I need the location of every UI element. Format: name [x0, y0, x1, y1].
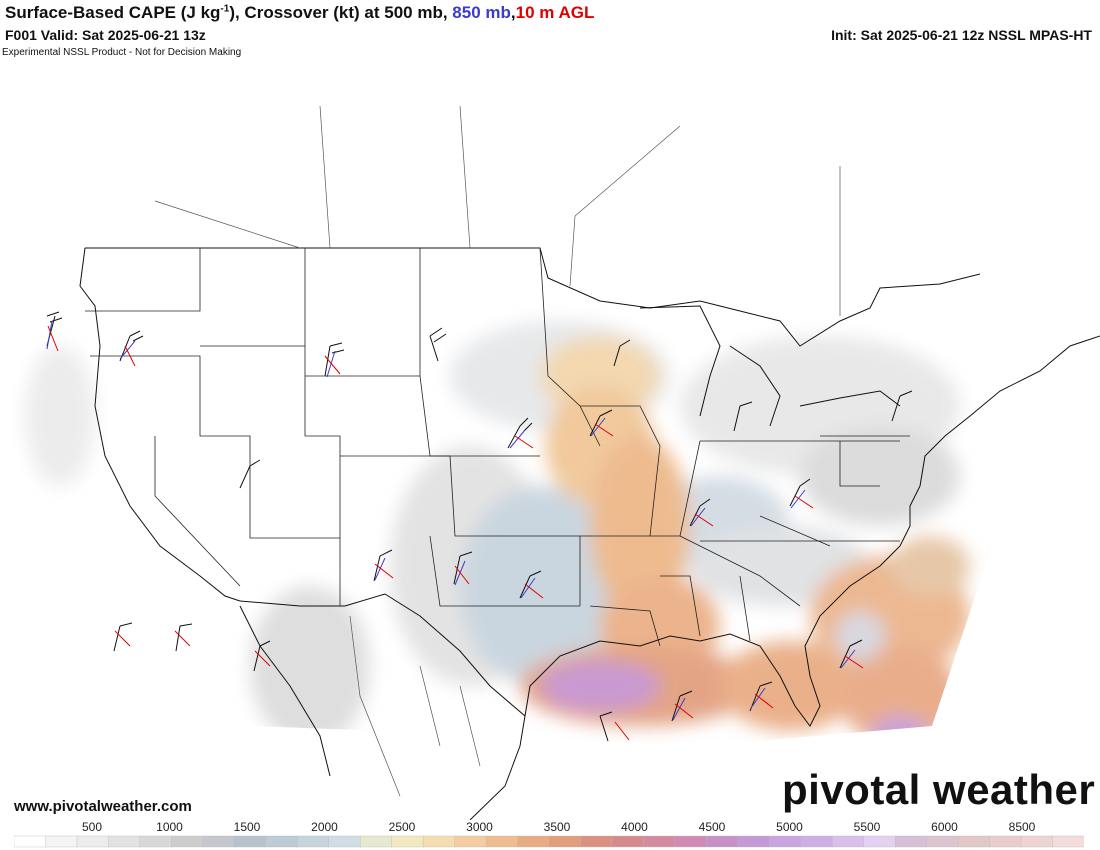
colorbar-tick-label: 4000 [621, 820, 648, 834]
mexico-coast [239, 605, 526, 820]
colorbar-tick-label: 4500 [699, 820, 726, 834]
colorbar-swatch [108, 835, 141, 848]
colorbar-tick-label: 2500 [389, 820, 416, 834]
colorbar-swatch [674, 835, 708, 848]
cape-shading [25, 321, 970, 746]
state-lines [85, 247, 910, 647]
colorbar-tick-label: 2000 [311, 820, 338, 834]
colorbar-swatch [139, 835, 173, 848]
colorbar-swatch [737, 835, 770, 848]
website-url: www.pivotalweather.com [14, 798, 192, 815]
title-10m-label: 10 m AGL [515, 3, 595, 22]
colorbar-tick-label: 3500 [544, 820, 571, 834]
colorbar-swatch [1020, 835, 1054, 848]
colorbar-swatch [234, 835, 267, 848]
colorbar-swatch [265, 835, 298, 848]
wind-barbs-500mb [46, 311, 913, 742]
canada-mexico-lines [154, 105, 841, 797]
map-title: Surface-Based CAPE (J kg-1), Crossover (… [5, 3, 595, 22]
colorbar-swatch [863, 835, 896, 848]
colorbar-swatch [580, 835, 613, 848]
geographic-boundaries [79, 247, 1100, 820]
colorbar-swatches [14, 835, 1084, 848]
colorbar-swatch [643, 835, 676, 848]
colorbar-swatch [548, 835, 582, 848]
colorbar-tick-label: 6000 [931, 820, 958, 834]
colorbar-swatch [359, 835, 393, 848]
colorbar-swatch [1052, 835, 1084, 848]
colorbar-tick-label: 1000 [156, 820, 183, 834]
colorbar-swatch [769, 835, 802, 848]
colorbar-tick-label: 5000 [776, 820, 803, 834]
cape-colorbar: 500 1000 1500 2000 2500 3000 3500 4000 4500 5000 5… [14, 820, 1084, 848]
colorbar-swatch [391, 835, 424, 848]
us-mexico-border [239, 593, 526, 717]
great-lakes [639, 305, 901, 427]
title-850mb-label: 850 mb [452, 3, 511, 22]
east-coast [919, 335, 1100, 487]
header: Surface-Based CAPE (J kg-1), Crossover (… [0, 0, 1100, 47]
colorbar-swatch [517, 835, 550, 848]
wind-barbs-10m [47, 325, 864, 741]
colorbar-swatch [611, 835, 645, 848]
colorbar-tick-label: 1500 [234, 820, 261, 834]
colorbar-swatch [328, 835, 361, 848]
colorbar-swatch [422, 835, 456, 848]
colorbar-swatch [894, 835, 928, 848]
colorbar-swatch [706, 835, 739, 848]
valid-time: F001 Valid: Sat 2025-06-21 13z [5, 27, 206, 43]
colorbar-swatch [171, 835, 204, 848]
init-time: Init: Sat 2025-06-21 12z NSSL MPAS-HT [831, 27, 1092, 43]
colorbar-swatch [957, 835, 991, 848]
canada-us-border [85, 247, 981, 347]
colorbar-tick-label: 3000 [466, 820, 493, 834]
colorbar-swatch [76, 835, 110, 848]
colorbar-tick-label: 8500 [1009, 820, 1036, 834]
colorbar-tick-label: 500 [82, 820, 102, 834]
colorbar-swatch [926, 835, 959, 848]
colorbar-swatch [989, 835, 1022, 848]
gulf-coast [524, 485, 921, 727]
colorbar-swatch [202, 835, 235, 848]
disclaimer: Experimental NSSL Product - Not for Deci… [2, 47, 242, 58]
colorbar-swatch [14, 835, 47, 848]
colorbar-swatch [832, 835, 865, 848]
forecast-map [25, 105, 1100, 820]
pivotal-weather-logo: pivotal weather [782, 766, 1096, 813]
us-west-coast [79, 247, 241, 602]
colorbar-swatch [45, 835, 78, 848]
colorbar-swatch [297, 835, 330, 848]
colorbar-swatch [800, 835, 833, 848]
colorbar-swatch [485, 835, 519, 848]
colorbar-swatch [454, 835, 487, 848]
colorbar-tick-label: 5500 [854, 820, 881, 834]
colorbar-labels: 500 1000 1500 2000 2500 3000 3500 4000 4500 5000 5… [82, 820, 1036, 834]
